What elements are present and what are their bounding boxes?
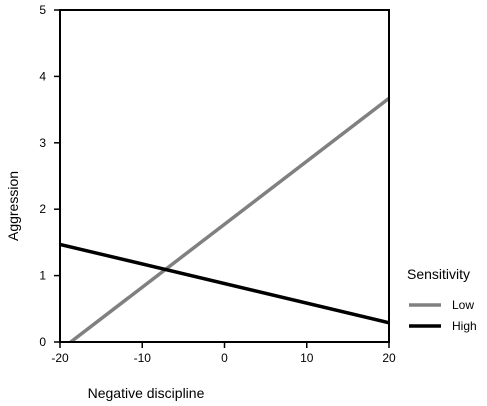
x-axis-ticks: -20 -10 0 10 20 xyxy=(51,342,396,365)
legend-title: Sensitivity xyxy=(407,266,470,282)
x-tick-label: -20 xyxy=(51,351,69,365)
x-tick-label: 20 xyxy=(382,351,396,365)
y-tick-label: 3 xyxy=(39,136,46,150)
y-tick-label: 1 xyxy=(39,269,46,283)
y-tick-label: 5 xyxy=(39,3,46,17)
series-line-high xyxy=(60,242,389,325)
series-lines xyxy=(60,96,389,342)
y-tick-label: 4 xyxy=(39,69,46,83)
y-axis-label: Aggression xyxy=(5,171,21,241)
series-line-low xyxy=(69,96,389,342)
x-tick-label: 10 xyxy=(300,351,314,365)
y-tick-label: 0 xyxy=(39,335,46,349)
x-axis-label: Negative discipline xyxy=(88,385,205,401)
legend-label-low: Low xyxy=(452,298,474,312)
legend: Sensitivity Low High xyxy=(407,266,477,333)
x-tick-label: -10 xyxy=(134,351,152,365)
y-axis-ticks: 0 1 2 3 4 5 xyxy=(39,3,60,349)
x-tick-label: 0 xyxy=(221,351,228,365)
plot-frame xyxy=(59,9,390,343)
y-tick-label: 2 xyxy=(39,202,46,216)
legend-label-high: High xyxy=(452,319,477,333)
